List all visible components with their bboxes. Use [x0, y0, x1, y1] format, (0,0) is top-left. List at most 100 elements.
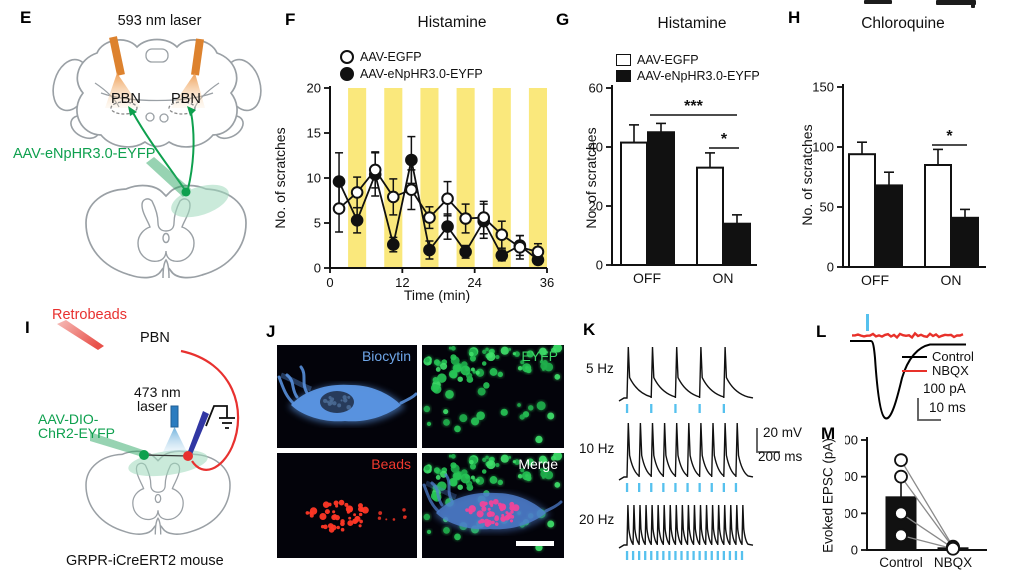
micrograph-label-biocytin: Biocytin	[361, 348, 411, 364]
scale-bar	[756, 428, 780, 453]
5 Hz-trace	[618, 346, 754, 402]
micrograph-merge: Merge	[422, 453, 564, 558]
chart-f-xlabel: Time (min)	[403, 287, 471, 303]
time-scalebar-label: 10 ms	[929, 400, 966, 415]
AAV-EGFP-bar	[848, 153, 876, 268]
retrobeads-pipette	[57, 320, 104, 350]
laser-light-cone	[163, 427, 187, 452]
laser-wavelength-label: 593 nm laser	[117, 13, 202, 29]
projection-axon	[187, 111, 195, 190]
open-circle	[459, 212, 472, 225]
filled-circle	[423, 243, 436, 257]
data-point	[894, 506, 908, 521]
panel-label-j: J	[266, 322, 276, 341]
data-point	[894, 453, 908, 468]
AAV-eNpHR3.0-EYFP-bar	[647, 131, 675, 266]
legend-label-nbqx: NBQX	[932, 363, 969, 378]
open-circle	[368, 163, 382, 177]
micrograph-label-beads: Beads	[371, 456, 411, 472]
virus-label-chr2-line2: ChR2-EYFP	[38, 425, 116, 441]
light-pulse-tick	[686, 551, 689, 560]
light-pulse-tick	[728, 551, 732, 560]
svg-text:150: 150	[812, 82, 834, 95]
svg-text:5: 5	[314, 216, 321, 231]
filled-circle-marker-icon	[340, 67, 354, 81]
light-pulse-tick	[734, 483, 738, 492]
cropped-figure-fragment	[864, 0, 892, 4]
legend-label: AAV-EGFP	[360, 50, 422, 64]
light-pulse-tick	[674, 404, 677, 413]
svg-text:*: *	[946, 128, 953, 145]
control-trace-swatch-icon	[902, 356, 927, 358]
retrobeads-image	[305, 499, 407, 533]
legend-label-control: Control	[932, 349, 974, 364]
svg-text:20: 20	[589, 199, 603, 214]
open-circle	[386, 190, 400, 204]
laser-light-cone	[171, 73, 205, 108]
scale-bar	[917, 398, 941, 421]
data-point	[894, 528, 908, 543]
panel-j-image-grid: Biocytin EYFP Beads Merge	[277, 345, 564, 558]
svg-text:100: 100	[812, 140, 834, 155]
svg-text:12: 12	[395, 275, 409, 290]
recording-electrode	[187, 411, 209, 457]
merge-image	[422, 453, 564, 553]
AAV-eNpHR3.0-EYFP-bar	[875, 184, 903, 268]
micrograph-label-merge: Merge	[518, 456, 558, 472]
pbn-label-right: PBN	[171, 91, 201, 107]
chart-g-legend-enphr: AAV-eNpHR3.0-EYFP	[616, 69, 760, 83]
svg-text:24: 24	[467, 275, 481, 290]
svg-text:***: ***	[684, 98, 703, 115]
chart-f-title: Histamine	[417, 14, 487, 31]
svg-text:15: 15	[307, 126, 321, 141]
light-pulse-tick	[674, 551, 677, 560]
panel-label-h: H	[788, 8, 801, 27]
electrode-wire	[205, 405, 228, 427]
light-pulse-tick	[638, 483, 641, 492]
light-pulse-tick	[674, 483, 677, 492]
panel-label-g: G	[556, 10, 570, 29]
light-pulse-tick	[740, 551, 744, 560]
chart-m-ylabel: Evoked EPSC (pA)	[820, 438, 836, 553]
light-pulse-tick	[625, 551, 629, 560]
light-pulse-tick	[631, 551, 635, 560]
panel-label-i: I	[25, 318, 30, 337]
chart-h-title: Chloroquine	[861, 15, 945, 32]
laser-on-band	[528, 88, 547, 268]
svg-text:ON: ON	[941, 272, 962, 288]
open-circle	[332, 202, 346, 215]
micrograph-label-eyfp: EYFP	[521, 348, 558, 364]
light-pulse-tick	[722, 551, 725, 560]
svg-text:36: 36	[540, 275, 554, 290]
chart-f-ylabel: No. of scratches	[272, 127, 288, 229]
light-pulse-tick	[638, 551, 641, 560]
light-pulse-tick	[650, 551, 653, 560]
svg-text:ON: ON	[713, 270, 734, 286]
open-circle	[441, 192, 454, 205]
open-circle-marker-icon	[340, 50, 354, 64]
panel-label-k: K	[583, 320, 596, 339]
legend-label: AAV-eNpHR3.0-EYFP	[637, 69, 760, 83]
trace-label-20hz: 20 Hz	[579, 512, 615, 527]
filled-circle	[350, 214, 364, 227]
laser-word-label: laser	[137, 398, 168, 414]
light-pulse-tick	[644, 551, 647, 560]
legend-label: AAV-eNpHR3.0-EYFP	[360, 67, 483, 81]
optic-fiber-left	[109, 36, 125, 76]
micrograph-biocytin: Biocytin	[277, 345, 417, 448]
black-bar-swatch-icon	[616, 70, 631, 82]
open-circle	[495, 228, 509, 241]
filled-circle	[386, 238, 400, 251]
injection-cone	[90, 432, 146, 458]
light-pulse-tick	[716, 551, 719, 560]
micrograph-eyfp: EYFP	[422, 345, 564, 448]
light-pulse-tick	[625, 404, 629, 413]
light-pulse-tick	[662, 483, 665, 492]
cropped-figure-fragment	[971, 0, 975, 8]
svg-text:NBQX: NBQX	[934, 555, 972, 570]
AAV-eNpHR3.0-EYFP-bar	[951, 216, 979, 269]
control-trace	[850, 340, 966, 420]
light-pulse-tick	[698, 551, 701, 560]
